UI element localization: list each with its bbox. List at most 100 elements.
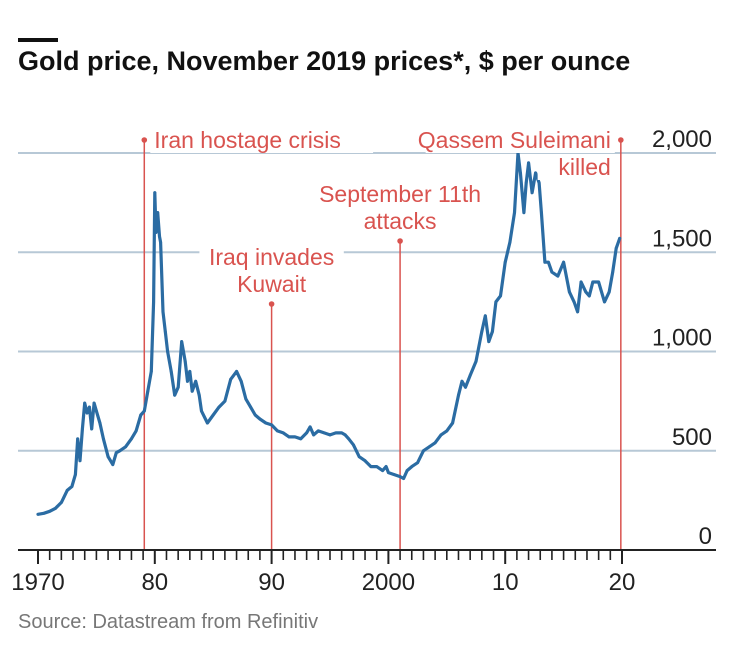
annotation-label: Kuwait (237, 271, 307, 297)
data-point (524, 181, 528, 185)
data-point (80, 427, 84, 431)
data-point (363, 459, 367, 463)
data-point (384, 465, 388, 469)
data-point (568, 290, 571, 294)
data-point (139, 413, 143, 417)
data-point (357, 455, 361, 459)
annotation-label: Iraq invades (209, 244, 334, 270)
data-point (153, 191, 157, 195)
data-point (490, 330, 494, 334)
annotation-label: Iran hostage crisis (154, 127, 341, 153)
data-point (402, 477, 405, 480)
data-point (253, 413, 257, 417)
data-point (556, 274, 560, 278)
data-point (540, 211, 543, 214)
annotation-label: attacks (364, 208, 437, 234)
data-point (229, 377, 233, 381)
y-tick-label: 2,000 (652, 126, 712, 153)
data-point (264, 421, 268, 425)
data-point (483, 314, 487, 318)
data-point (190, 389, 194, 393)
data-point (130, 437, 133, 441)
title-rule (18, 38, 58, 42)
annotation-label: Qassem Suleimani (418, 127, 611, 153)
x-axis: 1970 80 90 2000 10 20 (11, 549, 716, 596)
data-point (480, 330, 484, 334)
data-point (173, 393, 177, 397)
data-point (76, 437, 80, 441)
data-point (550, 270, 554, 274)
data-point (258, 417, 262, 421)
annotation-lines (141, 137, 624, 550)
data-point (381, 469, 384, 472)
data-point (576, 310, 580, 314)
data-point (114, 451, 118, 455)
data-point (334, 431, 338, 435)
data-point (508, 240, 512, 244)
annotation-halo (150, 128, 374, 153)
data-point (527, 161, 530, 165)
data-point (537, 181, 541, 185)
data-point (474, 360, 478, 363)
data-point (416, 461, 419, 465)
data-point (159, 240, 163, 244)
source-note: Source: Datastream from Refinitiv (18, 611, 318, 633)
data-point (70, 485, 74, 488)
data-point (166, 350, 170, 353)
data-point (54, 506, 57, 510)
data-point (587, 294, 591, 298)
data-point (106, 455, 110, 459)
annotation-halo (537, 155, 615, 180)
y-tick-label: 1,000 (652, 325, 712, 352)
data-point (158, 234, 161, 238)
data-point (85, 411, 89, 415)
data-point (270, 423, 273, 427)
data-point (487, 340, 491, 343)
data-point (200, 409, 203, 413)
annotation-halo (233, 272, 311, 297)
data-point (223, 399, 227, 403)
data-point (387, 471, 390, 474)
data-point (457, 393, 460, 397)
data-point (194, 379, 198, 383)
data-point (494, 300, 498, 304)
data-point (579, 280, 583, 284)
data-point (618, 236, 622, 240)
data-point (152, 300, 156, 304)
data-point (375, 465, 379, 469)
annotation-label: September 11th (319, 181, 481, 207)
data-point (611, 270, 615, 274)
data-point (308, 425, 312, 429)
data-point (149, 369, 153, 373)
data-point (42, 511, 46, 515)
data-point (90, 427, 94, 431)
data-point (92, 401, 96, 405)
data-point (614, 246, 618, 250)
data-point (95, 409, 98, 413)
data-point (503, 260, 507, 264)
data-point (392, 473, 396, 476)
data-point (118, 449, 122, 453)
data-point (499, 294, 502, 298)
annotation-halo (425, 128, 615, 153)
data-point (154, 231, 158, 234)
data-point (405, 469, 409, 472)
data-point (427, 445, 431, 449)
data-point (205, 421, 209, 425)
data-point (65, 489, 69, 492)
data-point (433, 441, 437, 445)
data-point (142, 409, 146, 413)
data-point (597, 280, 601, 284)
data-point (217, 405, 221, 409)
data-point (439, 433, 443, 437)
data-point (410, 465, 414, 469)
data-point (591, 280, 595, 284)
data-point (351, 443, 355, 447)
data-point (146, 389, 150, 393)
x-tick-label: 10 (492, 569, 519, 596)
data-point (161, 310, 165, 314)
data-point (59, 500, 63, 504)
